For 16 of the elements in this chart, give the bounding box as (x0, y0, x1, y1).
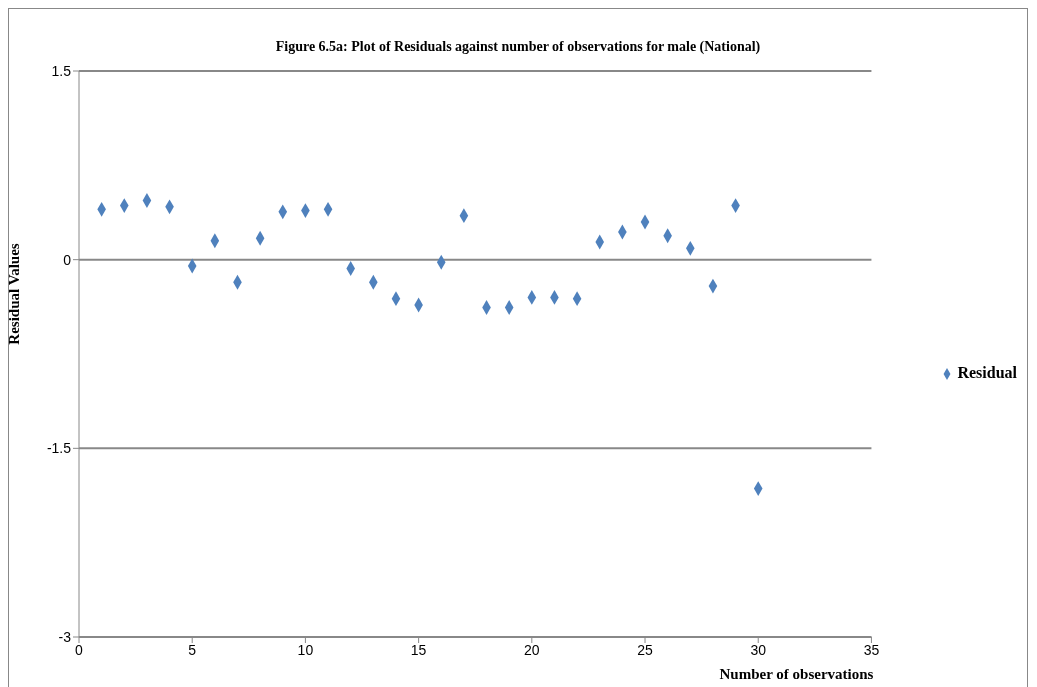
y-axis-title: Residual Values (6, 243, 23, 345)
x-tick-label: 25 (637, 641, 654, 658)
x-axis-title: Number of observations (719, 666, 874, 682)
y-tick-label: 1.5 (51, 62, 72, 79)
legend-label: Residual (957, 364, 1017, 381)
y-tick-label: 0 (63, 251, 72, 268)
x-tick-label: 15 (410, 641, 427, 658)
y-tick-label: -3 (58, 628, 72, 645)
x-tick-label: 30 (750, 641, 767, 658)
x-tick-label: 20 (524, 641, 540, 658)
chart-title: Figure 6.5a: Plot of Residuals against number of observations for male (National) (274, 38, 762, 56)
x-tick-label: 10 (297, 641, 314, 658)
y-tick-label: -1.5 (46, 440, 72, 457)
x-tick-label: 5 (188, 641, 197, 658)
x-tick-label: 35 (863, 641, 880, 658)
x-tick-label: 0 (75, 641, 84, 658)
